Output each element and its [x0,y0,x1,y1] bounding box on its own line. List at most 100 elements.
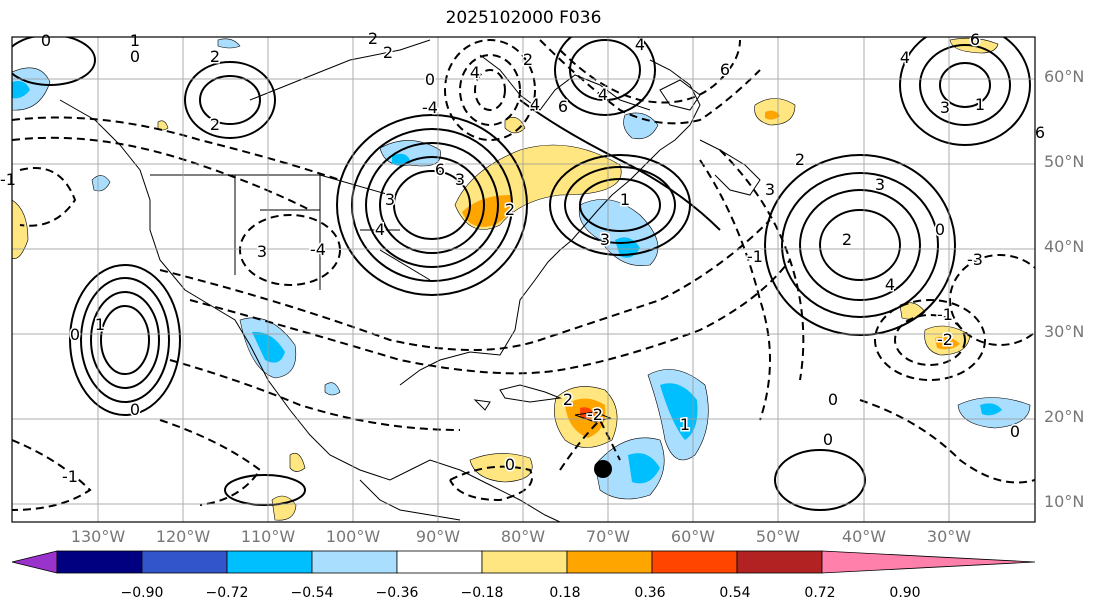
dashed-contours [12,39,1035,511]
colorbar-segment [566,550,653,574]
contour-label: 3 [257,242,267,261]
lon-label-30w: 30°W [926,527,972,546]
colorbar-tick-label: 0.90 [889,585,921,601]
contour-label: 6 [1035,123,1045,142]
colorbar-tick-label: 0.18 [549,585,581,601]
contour-label: 0 [1010,422,1020,441]
contour-label: 4 [900,48,910,67]
lon-label-60w: 60°W [670,527,716,546]
colorbar-segment [226,550,313,574]
colorbar-tick-label: 0.54 [719,585,751,601]
contour-label: -1 [937,305,953,324]
lon-label-50w: 50°W [755,527,801,546]
lat-label-60n: 60°N [1044,67,1085,86]
contour-label: 3 [875,175,885,194]
contour-label: 0 [505,455,515,474]
lat-label-10n: 10°N [1044,492,1085,511]
contour-label: 2 [523,50,533,69]
colorbar [11,550,1036,574]
contour-label: 2 [842,230,852,249]
contour-label: 4 [470,63,480,82]
map-area [12,37,1035,522]
contour-label: 0 [130,47,140,66]
contour-label: 6 [720,60,730,79]
contour-label: 3 [455,170,465,189]
lon-label-100w: 100°W [325,527,381,546]
colorbar-segment [481,550,568,574]
solid-contours [12,37,1031,511]
contour-label: 0 [823,430,833,449]
contour-label: 2 [210,115,220,134]
contour-label: 6 [970,30,980,49]
contour-label: 2 [795,150,805,169]
contour-label: 2 [505,200,515,219]
contour-label: 0 [425,70,435,89]
lon-label-110w: 110°W [240,527,296,546]
lon-label-90w: 90°W [415,527,461,546]
contour-label: 1 [620,190,630,209]
colorbar-over-triangle [821,550,1036,574]
contour-label: -2 [587,405,603,424]
colorbar-tick-label: 0.72 [804,585,836,601]
contour-label: 0 [130,400,140,419]
contour-label: 4 [885,275,895,294]
lon-label-40w: 40°W [841,527,887,546]
colorbar-segment [141,550,228,574]
lon-label-80w: 80°W [500,527,546,546]
lat-label-20n: 20°N [1044,407,1085,426]
graticule [12,37,1035,522]
lat-label-50n: 50°N [1044,152,1085,171]
contour-label: 4 [375,220,385,239]
contour-label: -1 [0,170,16,189]
contour-label: 0 [70,325,80,344]
colorbar-segment [651,550,738,574]
contour-label: 4 [530,95,540,114]
contour-label: 6 [558,97,568,116]
contour-label: 3 [385,190,395,209]
contour-label: 1 [130,31,140,50]
shading-layer [12,37,1031,521]
contour-label: 3 [765,180,775,199]
contour-label: 2 [210,47,220,66]
storm-position-dot [594,460,612,478]
colorbar-segment [736,550,823,574]
contour-label: 0 [828,390,838,409]
lon-label-120w: 120°W [155,527,211,546]
contour-label: 2 [368,29,378,48]
colorbar-tick-label: −0.18 [460,585,504,601]
contour-label: 3 [600,230,610,249]
contour-label: 1 [680,415,690,434]
contour-label: 1 [95,315,105,334]
colorbar-segment [56,550,143,574]
contour-label: 2 [563,390,573,409]
contour-label: 0 [41,31,51,50]
contour-label: -3 [967,250,983,269]
map-title: 2025102000 F036 [445,8,602,28]
contour-label: -4 [310,240,326,259]
contour-label: -2 [937,330,953,349]
colorbar-tick-label: −0.54 [290,585,334,601]
contour-label: 0 [935,220,945,239]
colorbar-tick-label: −0.72 [205,585,249,601]
lon-label-130w: 130°W [70,527,126,546]
contour-label: 2 [383,43,393,62]
colorbar-under-triangle [11,550,58,574]
lat-label-40n: 40°N [1044,237,1085,256]
lon-label-70w: 70°W [585,527,631,546]
contour-label: -1 [62,467,78,486]
lat-label-30n: 30°N [1044,322,1085,341]
contour-label: 1 [975,95,985,114]
contour-label: 4 [598,85,608,104]
contour-label: 6 [435,160,445,179]
contour-label: -4 [422,98,438,117]
map-frame [11,36,1036,523]
colorbar-segment [396,550,483,574]
contour-label: 3 [940,98,950,117]
contour-label: -1 [747,247,763,266]
colorbar-tick-label: 0.36 [634,585,666,601]
colorbar-segment [311,550,398,574]
colorbar-tick-label: −0.90 [120,585,164,601]
colorbar-tick-label: −0.36 [375,585,419,601]
